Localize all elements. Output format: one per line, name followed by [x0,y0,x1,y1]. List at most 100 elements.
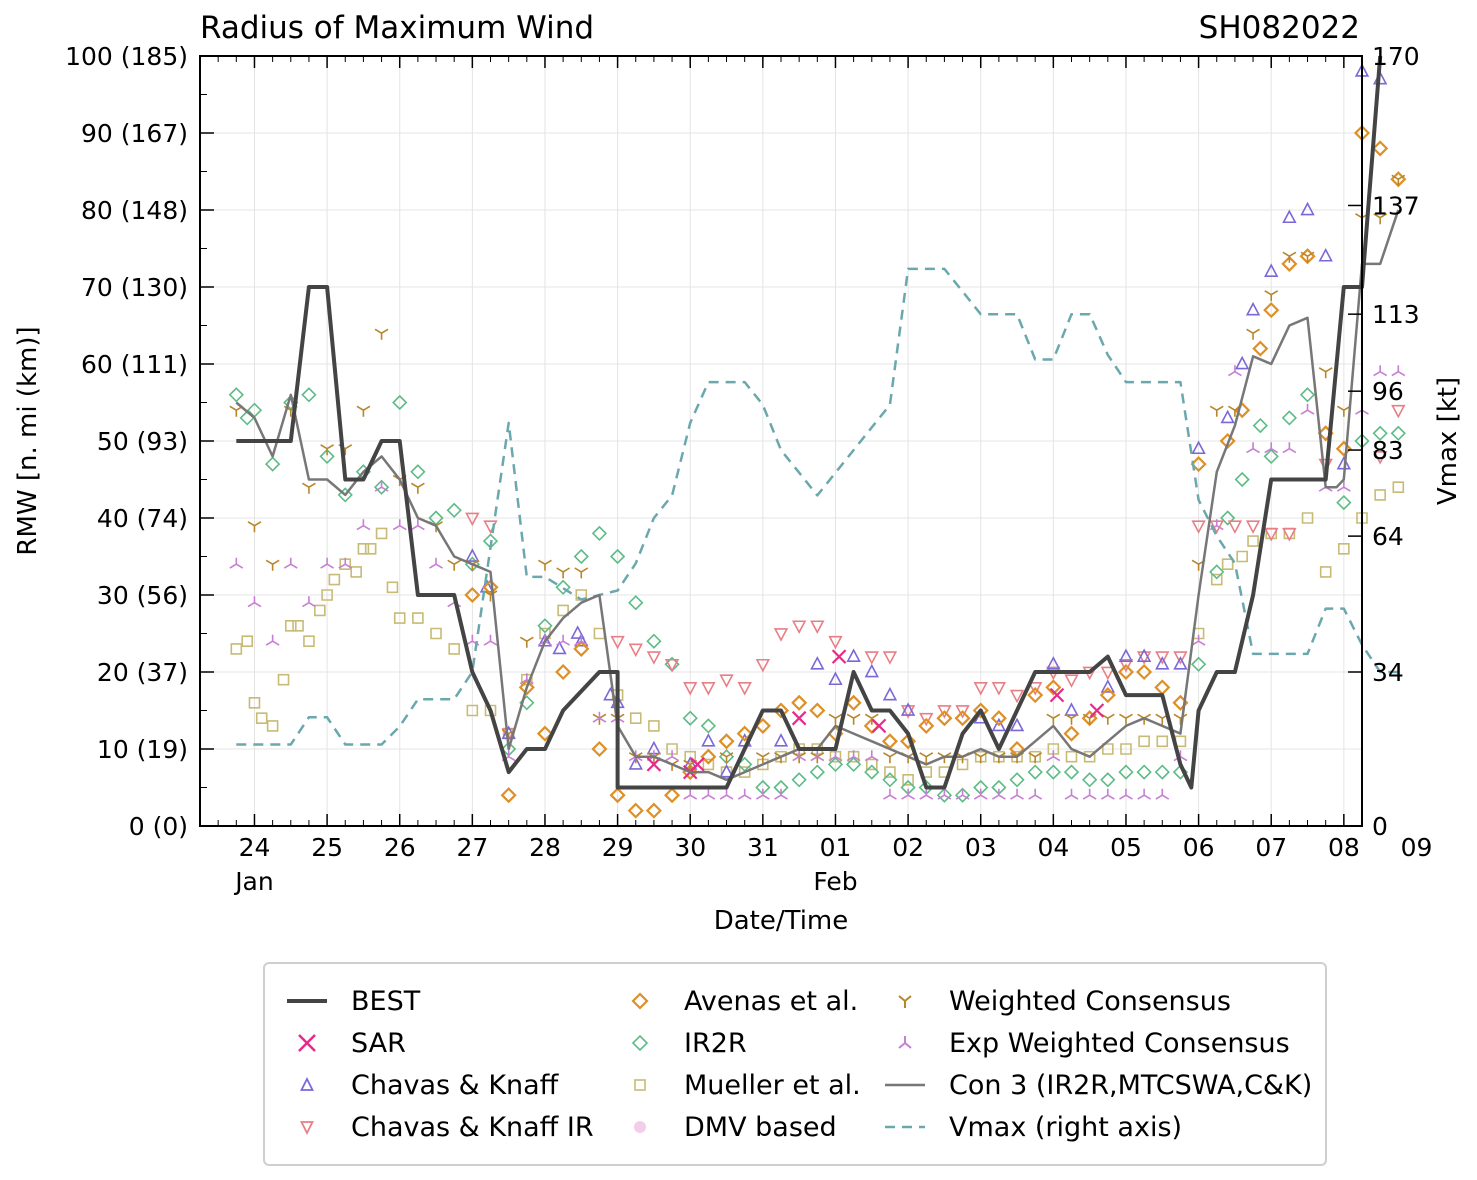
data-point [1136,764,1152,780]
data-point [1100,788,1115,800]
data-point [1373,365,1388,377]
y-tick-label: 100 (185) [65,42,188,71]
data-point [1281,255,1298,272]
data-point [555,663,572,681]
data-point [1252,417,1268,434]
data-point [301,387,317,403]
data-point [1136,648,1152,662]
diamond-icon [631,992,649,1010]
data-point [241,635,254,647]
data-point [609,787,626,804]
legend-item-sar: SAR [285,1026,406,1060]
data-point [919,712,934,727]
data-point [845,694,862,711]
data-point [1372,140,1389,157]
data-point [255,712,268,724]
data-point [1119,713,1133,725]
data-point [755,752,770,764]
data-point [393,612,406,624]
data-point [592,711,607,723]
y-tick-label: 70 (130) [81,273,188,302]
data-point [501,728,516,742]
data-point [265,634,280,646]
dashed-line-icon [885,1125,925,1129]
chart-title: Radius of Maximum Wind [200,10,594,46]
legend-item-avenas: Avenas et al. [618,984,858,1018]
data-point [1264,442,1279,454]
data-point [593,627,606,640]
data-point [791,620,807,635]
data-point [1028,682,1043,696]
tri-y-down-icon [898,1036,912,1049]
data-point [1082,788,1097,800]
data-point [955,705,970,719]
data-point [1173,656,1188,670]
data-point [1173,713,1188,725]
data-point [1155,651,1170,665]
data-point [828,671,843,686]
data-point [884,766,896,778]
data-point [556,567,571,579]
data-point [1063,725,1080,742]
data-point [1336,480,1351,492]
data-point [900,702,916,716]
data-point [357,543,370,555]
data-point [1049,687,1065,703]
y2-tick-label: 34 [1372,658,1404,687]
data-point [1027,764,1043,780]
data-point [809,764,825,780]
x-tick-label: 31 [747,833,779,862]
month-label: Feb [813,867,857,896]
data-point [1246,328,1260,340]
data-point [464,586,481,604]
data-point [1137,788,1152,800]
best-line-icon [287,999,327,1003]
data-point [1190,456,1207,473]
data-point [1282,442,1297,454]
data-point [1082,772,1098,788]
data-point [937,788,952,800]
data-point [701,733,716,747]
data-point [319,448,335,465]
data-point [682,710,698,726]
data-point [900,733,917,750]
data-point [883,752,897,764]
data-point [1156,735,1169,748]
data-point [574,634,589,646]
data-point [1234,471,1250,488]
data-point [919,788,934,800]
data-point [871,718,887,734]
data-point [320,557,335,569]
data-point [466,704,479,717]
data-point [974,750,987,763]
series-con-3-ir2r-mtcswa-c-k [235,209,1400,782]
data-point [755,658,771,673]
data-point [1063,764,1080,780]
con3-line-icon [885,1083,925,1087]
data-point [570,625,585,639]
data-point [829,750,842,763]
data-point [1356,512,1368,524]
y-tick-label: 30 (56) [97,581,188,610]
y-tick-label: 20 (37) [97,658,188,687]
legend-item-vmax: Vmax (right axis) [883,1110,1182,1144]
data-point [1089,703,1105,718]
data-point [1009,717,1025,732]
data-point [1100,666,1115,681]
data-point [592,713,607,725]
data-point [1252,340,1269,357]
data-point [700,718,717,734]
series-exp-weighted-consensus [229,365,1406,800]
data-point [864,764,880,780]
data-point [1338,543,1350,555]
data-point [991,717,1007,732]
data-point [648,720,660,732]
x-tick-label: 09 [1401,833,1433,862]
data-point [666,743,678,755]
data-point [901,788,916,800]
data-point [1209,564,1225,580]
data-point [774,788,788,800]
data-point [1392,481,1405,493]
legend-label: Exp Weighted Consensus [949,1027,1290,1059]
data-point [1264,263,1279,277]
